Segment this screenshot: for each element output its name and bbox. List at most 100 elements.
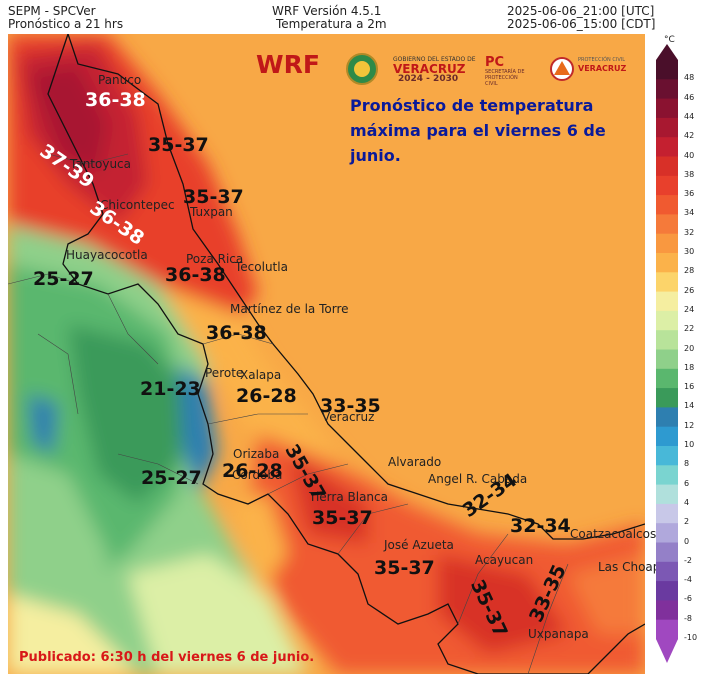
- gov-logo-line3: 2024 - 2030: [398, 74, 459, 84]
- colorbar-tick-label: 40: [684, 150, 695, 160]
- colorbar-band: [656, 368, 678, 389]
- colorbar-tick-label: 46: [684, 92, 695, 102]
- veracruz-inland-border: [47, 34, 645, 674]
- colorbar-band: [656, 542, 678, 563]
- colorbar-band: [656, 195, 678, 215]
- veracruz-coastline: [67, 34, 645, 540]
- colorbar-band: [656, 137, 678, 157]
- colorbar-tick-label: 22: [684, 324, 695, 334]
- colorbar-band: [656, 79, 678, 100]
- colorbar-tick-label: 42: [684, 131, 695, 141]
- header-source: SEPM - SPCVer: [8, 4, 96, 18]
- colorbar-tick-label: 12: [684, 420, 695, 430]
- colorbar-band: [656, 117, 678, 138]
- header-forecast-hours: Pronóstico a 21 hrs: [8, 17, 124, 31]
- city-label: Tantoyuca: [70, 157, 132, 171]
- pc2-logo-line1: PROTECCIÓN CIVIL: [578, 57, 626, 63]
- colorbar-tick-label: 28: [684, 266, 695, 276]
- colorbar-tick-label: 10: [684, 440, 695, 449]
- colorbar-tick-label: -8: [684, 613, 692, 623]
- civil-protection-logo: [550, 57, 574, 81]
- city-label: Uxpanapa: [528, 627, 589, 641]
- colorbar-band: [656, 98, 678, 119]
- colorbar-band: [656, 233, 678, 254]
- colorbar-tick-label: -6: [684, 594, 692, 604]
- city-label: Panuco: [98, 73, 142, 87]
- colorbar-band: [656, 310, 678, 331]
- colorbar-band: [656, 446, 678, 466]
- temp-range-label: 36-38: [165, 264, 226, 286]
- colorbar-band: [656, 291, 678, 312]
- city-label: Coatzacoalcos: [570, 527, 657, 541]
- colorbar-tick-label: 16: [684, 382, 695, 392]
- colorbar-band: [656, 156, 678, 177]
- colorbar-tick-label: 6: [684, 478, 690, 488]
- header-model-version: WRF Versión 4.5.1: [272, 4, 382, 18]
- colorbar-band: [656, 465, 678, 486]
- temp-range-label: 25-27: [33, 268, 94, 290]
- colorbar-tick-label: -2: [684, 555, 692, 565]
- colorbar-tick-label: 30: [684, 247, 695, 256]
- city-label: Las Choapas: [598, 560, 675, 574]
- title-line2: máxima para el viernes 6 de: [350, 121, 606, 140]
- colorbar-tick-label: -4: [684, 575, 692, 585]
- colorbar-band: [656, 272, 678, 293]
- temp-range-label: 36-38: [85, 89, 146, 111]
- colorbar-top-arrow: [656, 44, 678, 60]
- colorbar-band: [656, 388, 678, 408]
- colorbar-tick-label: 38: [684, 169, 695, 179]
- gov-logo-line1: GOBIERNO DEL ESTADO DE: [393, 56, 476, 63]
- city-label: Poza Rica: [186, 252, 244, 266]
- city-label: Alvarado: [388, 455, 442, 469]
- colorbar-tick-label: 14: [684, 401, 695, 411]
- colorbar-tick-label: 44: [684, 111, 695, 121]
- colorbar-band: [656, 600, 678, 621]
- temp-range-label: 26-28: [222, 460, 283, 482]
- colorbar-band: [656, 503, 678, 524]
- colorbar-tick-label: 48: [684, 73, 695, 83]
- temp-range-label: 25-27: [141, 467, 202, 489]
- model-label: WRF: [256, 50, 320, 79]
- colorbar-bottom-arrow: [656, 639, 678, 663]
- colorbar-tick-label: 26: [684, 285, 695, 295]
- colorbar-band: [656, 484, 678, 505]
- temp-range-label: 35-37: [312, 507, 373, 529]
- colorbar-band: [656, 581, 678, 601]
- colorbar-tick-label: 24: [684, 304, 695, 314]
- city-label: Tecolutla: [235, 260, 288, 274]
- colorbar-band: [656, 426, 678, 447]
- colorbar-band: [656, 349, 678, 370]
- colorbar-tick-label: 4: [684, 497, 690, 507]
- colorbar-band: [656, 561, 678, 582]
- city-label: Orizaba: [233, 447, 280, 461]
- gov-logo-line2: VERACRUZ: [393, 62, 466, 76]
- pc-logo-text: PC: [485, 55, 505, 70]
- temperature-map: [8, 34, 645, 674]
- city-label: Huayacocotla: [66, 248, 148, 262]
- colorbar-tick-label: 8: [684, 459, 690, 469]
- colorbar-tick-label: 18: [684, 362, 695, 372]
- title-line3: junio.: [350, 146, 401, 165]
- temperature-colorbar: [656, 44, 678, 663]
- colorbar-band: [656, 60, 678, 80]
- colorbar-tick-label: 20: [684, 343, 695, 353]
- colorbar-band: [656, 253, 678, 273]
- colorbar-unit: °C: [664, 35, 675, 45]
- temp-range-label: 21-23: [140, 378, 201, 400]
- pc-logo-sub: SECRETARÍA DE PROTECCIÓN CIVIL: [485, 69, 525, 87]
- city-label: Tierra Blanca: [309, 490, 388, 504]
- colorbar-band: [656, 330, 678, 350]
- city-label: Veracruz: [322, 410, 375, 424]
- city-label: José Azueta: [384, 538, 454, 552]
- header-variable: Temperatura a 2m: [276, 17, 387, 31]
- published-note: Publicado: 6:30 h del viernes 6 de junio…: [19, 650, 315, 665]
- city-label: Xalapa: [240, 368, 282, 382]
- pc2-logo-line2: VERACRUZ: [578, 64, 627, 73]
- city-label: Perote: [205, 366, 244, 380]
- temp-range-label: 32-34: [510, 515, 571, 537]
- city-label: Angel R. Cabada: [428, 472, 528, 486]
- city-label: Chicontepec: [100, 198, 175, 212]
- colorbar-band: [656, 619, 678, 640]
- temp-range-label: 35-37: [148, 134, 209, 156]
- colorbar-band: [656, 523, 678, 543]
